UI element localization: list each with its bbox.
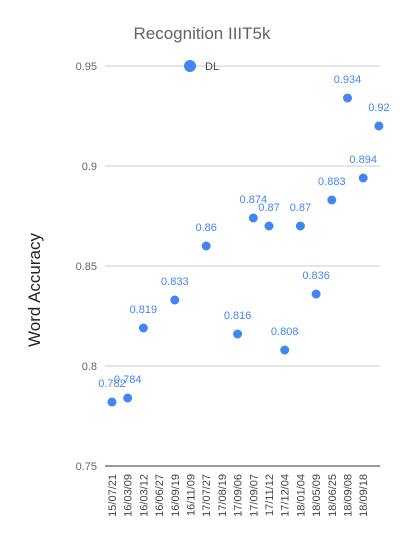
- data-point: [343, 93, 352, 103]
- data-point: [170, 295, 180, 305]
- legend-label-dl: DL: [205, 61, 219, 73]
- data-point: [138, 323, 148, 333]
- data-point: [107, 397, 117, 407]
- x-tick-label: 18/05/09: [311, 474, 323, 517]
- gridlines: [105, 65, 380, 467]
- x-tick-label: 17/07/27: [201, 474, 213, 517]
- data-label: 0.836: [302, 270, 330, 282]
- x-tick-labels: 15/07/21 16/03/09 16/03/12 16/06/27 16/09/19…: [107, 474, 370, 517]
- x-tick-label: 16/03/09: [123, 474, 135, 517]
- data-label: 0.782: [98, 378, 126, 390]
- x-tick-label: 18/01/04: [295, 474, 307, 517]
- data-label: 0.874: [240, 194, 268, 206]
- data-label: 0.784: [114, 374, 142, 386]
- y-tick-label: 0.85: [76, 261, 97, 273]
- data-label: 0.894: [349, 154, 377, 166]
- data-label: 0.816: [224, 310, 252, 322]
- data-label: 0.92: [368, 102, 389, 114]
- data-labels: 0.7820.7840.8190.8330.860.8160.8740.870.…: [98, 74, 389, 390]
- x-tick-label: 16/03/12: [138, 474, 150, 517]
- data-point: [327, 195, 337, 205]
- x-tick-label: 16/06/27: [154, 474, 166, 517]
- x-tick-label: 18/06/25: [327, 474, 339, 517]
- x-tick-label: 17/08/19: [217, 474, 229, 517]
- data-point: [374, 121, 384, 131]
- data-point: [201, 241, 211, 251]
- chart-title: Recognition IIIT5k: [133, 24, 271, 43]
- data-point: [264, 221, 274, 231]
- data-point: [295, 221, 305, 231]
- x-tick-label: 17/09/06: [233, 474, 245, 517]
- y-tick-label: 0.75: [76, 461, 97, 473]
- y-tick-label: 0.8: [82, 361, 97, 373]
- data-label: 0.833: [161, 276, 189, 288]
- data-label: 0.819: [130, 304, 158, 316]
- legend-marker-dl: [184, 60, 196, 72]
- x-tick-label: 16/11/09: [186, 474, 198, 516]
- x-tick-label: 17/12/04: [280, 474, 292, 517]
- data-point: [248, 213, 258, 223]
- data-label: 0.86: [195, 222, 216, 234]
- data-label: 0.808: [271, 326, 299, 338]
- y-tick-labels: 0.75 0.8 0.85 0.9 0.95: [76, 61, 97, 473]
- y-tick-label: 0.9: [82, 161, 97, 173]
- data-point: [123, 393, 133, 403]
- y-axis-label: Word Accuracy: [25, 233, 44, 348]
- data-point: [233, 329, 243, 339]
- data-points: [107, 93, 384, 407]
- data-label: 0.87: [258, 202, 279, 214]
- data-label: 0.883: [318, 176, 346, 188]
- y-tick-label: 0.95: [76, 61, 97, 73]
- data-point: [311, 289, 321, 299]
- data-point: [358, 173, 368, 183]
- x-tick-label: 17/11/12: [264, 474, 276, 516]
- data-label: 0.934: [334, 74, 362, 86]
- x-tick-label: 17/09/07: [248, 474, 260, 517]
- x-tick-label: 15/07/21: [107, 474, 119, 517]
- x-tick-label: 16/09/19: [170, 474, 182, 517]
- x-tick-label: 18/09/08: [343, 474, 355, 517]
- x-tick-label: 18/09/18: [358, 474, 370, 517]
- data-point: [280, 345, 290, 355]
- legend: DL: [184, 60, 219, 73]
- data-label: 0.87: [290, 202, 311, 214]
